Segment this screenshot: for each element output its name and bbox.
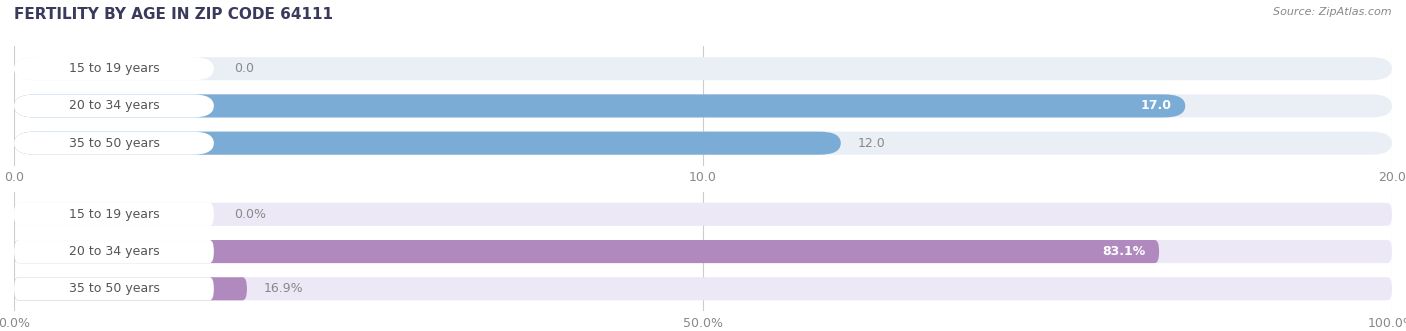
- FancyBboxPatch shape: [14, 132, 214, 155]
- FancyBboxPatch shape: [14, 94, 1185, 118]
- Text: 16.9%: 16.9%: [263, 282, 304, 295]
- FancyBboxPatch shape: [14, 94, 1392, 118]
- FancyBboxPatch shape: [14, 277, 1392, 300]
- Text: FERTILITY BY AGE IN ZIP CODE 64111: FERTILITY BY AGE IN ZIP CODE 64111: [14, 7, 333, 22]
- Text: 83.1%: 83.1%: [1102, 245, 1146, 258]
- Text: 20 to 34 years: 20 to 34 years: [69, 245, 159, 258]
- FancyBboxPatch shape: [14, 240, 1159, 263]
- FancyBboxPatch shape: [14, 94, 214, 118]
- Text: 0.0: 0.0: [235, 62, 254, 75]
- Text: 35 to 50 years: 35 to 50 years: [69, 282, 159, 295]
- FancyBboxPatch shape: [14, 240, 1392, 263]
- Text: 20 to 34 years: 20 to 34 years: [69, 99, 159, 113]
- FancyBboxPatch shape: [14, 132, 841, 155]
- Text: 35 to 50 years: 35 to 50 years: [69, 137, 159, 150]
- Text: 0.0%: 0.0%: [235, 208, 267, 221]
- FancyBboxPatch shape: [14, 57, 1392, 80]
- FancyBboxPatch shape: [14, 57, 214, 80]
- FancyBboxPatch shape: [14, 203, 1392, 226]
- FancyBboxPatch shape: [14, 132, 1392, 155]
- Text: Source: ZipAtlas.com: Source: ZipAtlas.com: [1274, 7, 1392, 17]
- Text: 15 to 19 years: 15 to 19 years: [69, 62, 159, 75]
- FancyBboxPatch shape: [14, 240, 214, 263]
- Text: 17.0: 17.0: [1140, 99, 1171, 113]
- FancyBboxPatch shape: [14, 203, 214, 226]
- FancyBboxPatch shape: [14, 277, 247, 300]
- Text: 15 to 19 years: 15 to 19 years: [69, 208, 159, 221]
- FancyBboxPatch shape: [14, 277, 214, 300]
- Text: 12.0: 12.0: [858, 137, 884, 150]
